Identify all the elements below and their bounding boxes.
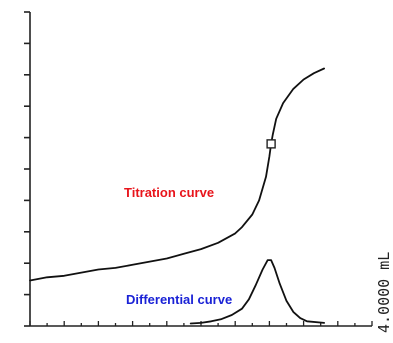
annotation-layer: Titration curve Differential curve 4.0000 … — [124, 185, 393, 333]
equivalence-point-marker — [266, 139, 276, 149]
marker-layer — [266, 139, 276, 149]
differential-curve-label: Differential curve — [126, 292, 232, 307]
titration-curve-line — [29, 67, 326, 282]
volume-readout-label: 4.0000 mL — [375, 252, 393, 333]
differential-curve-line — [189, 259, 326, 325]
series-layer — [29, 67, 326, 325]
titration-curve-label: Titration curve — [124, 185, 214, 200]
axes — [24, 11, 373, 327]
